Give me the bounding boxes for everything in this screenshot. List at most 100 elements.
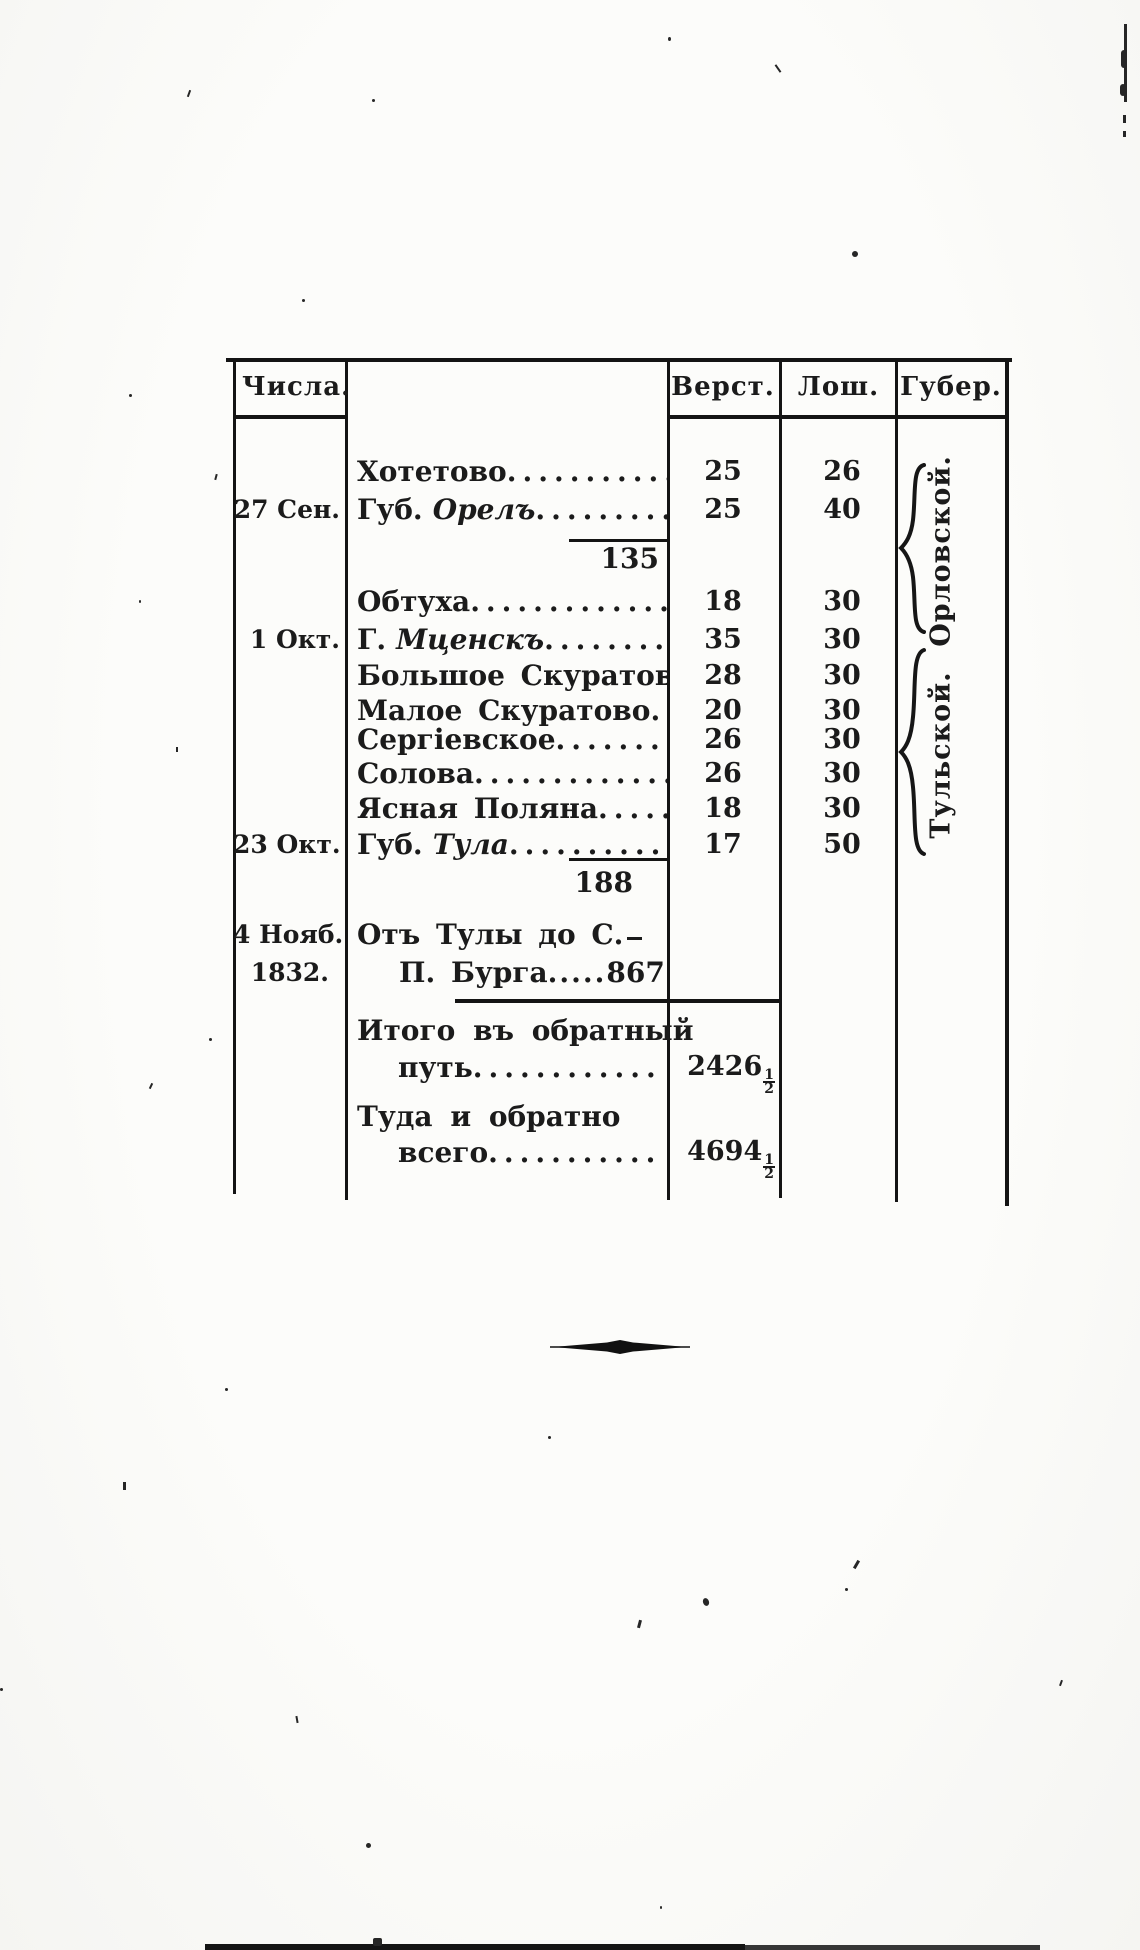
dot-leader: ........... xyxy=(508,827,667,861)
speck xyxy=(186,89,192,98)
header-dates: Числа. xyxy=(242,372,352,402)
horses-value: 30 xyxy=(823,723,861,755)
scan-artifact xyxy=(1120,84,1126,96)
horses-value: 30 xyxy=(823,694,861,726)
curly-brace xyxy=(898,648,926,856)
dot-leader: .... xyxy=(650,693,667,727)
station-name: Обтуха............... xyxy=(345,585,667,618)
dot-leader: ......... xyxy=(555,722,667,756)
station-name: Г.Мценскъ.......... xyxy=(345,623,667,656)
station-name: Хотетово............ xyxy=(345,455,667,488)
speck xyxy=(701,1597,711,1607)
speck xyxy=(225,1388,228,1391)
speck xyxy=(302,299,305,302)
header-gubernia: Губер. xyxy=(900,372,1002,402)
table-row: Большое Скуратово. 28 30 xyxy=(233,657,1007,693)
gubernia-label: Тульской. xyxy=(925,671,957,839)
speck xyxy=(637,1619,642,1629)
table-top-border xyxy=(226,358,1012,362)
subtotal-rule xyxy=(569,858,669,861)
dot-leader: ............ xyxy=(472,1051,662,1084)
speck xyxy=(372,99,375,102)
header-horses: Лош. xyxy=(797,372,880,402)
totals-rule xyxy=(455,999,781,1003)
versts-value: 25 xyxy=(704,455,742,487)
table-row: 1832. П. Бурга.....867 xyxy=(233,954,1007,990)
speck xyxy=(123,1482,126,1490)
versts-value: 18 xyxy=(704,585,742,617)
speck xyxy=(366,1843,371,1848)
horses-value: 30 xyxy=(823,792,861,824)
header-underline-right xyxy=(667,415,1009,419)
total-value: 2426 1 2 xyxy=(687,1051,775,1097)
speck xyxy=(214,473,218,481)
route-text: П. Бурга.....867 xyxy=(399,955,665,989)
column-separator-dates xyxy=(345,358,348,1200)
dot-leader: .......... xyxy=(535,492,667,526)
scan-artifact xyxy=(1123,115,1126,123)
total-value: 4694 1 2 xyxy=(687,1136,775,1182)
horses-value: 30 xyxy=(823,757,861,789)
station-name: Сергіевское......... xyxy=(345,723,667,756)
speck xyxy=(295,1715,299,1724)
dot-leader: ............ xyxy=(506,454,667,488)
route-text: Отъ Тулы до С. xyxy=(345,918,667,951)
table-left-border xyxy=(233,358,236,1194)
total-label: путь............ xyxy=(398,1051,662,1084)
scan-artifact xyxy=(373,1938,382,1946)
versts-value: 18 xyxy=(704,792,742,824)
column-separator-versts xyxy=(779,358,782,1198)
scan-artifact xyxy=(1121,50,1127,68)
column-separator-horses xyxy=(895,358,898,1202)
speck xyxy=(660,1906,662,1909)
horses-value: 40 xyxy=(823,493,861,525)
station-name: Солова.............. xyxy=(345,757,667,790)
speck xyxy=(774,64,782,73)
dot-leader: .............. xyxy=(473,756,667,790)
table-row: 1 Окт. Г.Мценскъ.......... 35 30 xyxy=(233,621,1007,657)
scan-artifact xyxy=(1123,131,1126,137)
horses-value: 50 xyxy=(823,828,861,860)
horses-value: 26 xyxy=(823,455,861,487)
speck xyxy=(852,251,858,257)
dot-leader: ........... xyxy=(488,1136,662,1169)
curly-brace xyxy=(898,463,926,634)
total-label: Туда и обратно xyxy=(357,1100,621,1133)
table-right-border xyxy=(1005,358,1009,1206)
dot-leader: .......... xyxy=(544,622,667,656)
versts-value: 20 xyxy=(704,694,742,726)
dot-leader: ........ xyxy=(598,791,667,825)
subtotal-value: 188 xyxy=(574,866,633,899)
total-label: всего........... xyxy=(398,1136,662,1169)
table-row: Обтуха............... 18 30 xyxy=(233,583,1007,619)
speck xyxy=(148,1082,154,1090)
versts-value: 35 xyxy=(704,623,742,655)
date-cell: 1832. xyxy=(250,957,329,987)
versts-value: 26 xyxy=(704,723,742,755)
station-name: Губ.Орелъ.......... xyxy=(345,493,667,526)
speck xyxy=(176,747,178,752)
table-row: Малое Скуратово.... 20 30 xyxy=(233,692,1007,728)
speck xyxy=(1059,1679,1063,1687)
speck xyxy=(139,600,141,603)
horses-value: 30 xyxy=(823,659,861,691)
station-name: Губ. Тула........... xyxy=(345,828,667,861)
versts-value: 25 xyxy=(704,493,742,525)
speck xyxy=(852,1559,861,1570)
station-name: Большое Скуратово. xyxy=(357,658,667,692)
divider-ornament xyxy=(550,1340,690,1354)
date-cell: 27 Сен. xyxy=(233,494,340,524)
table-row: Хотетово............ 25 26 xyxy=(233,453,1007,489)
speck xyxy=(668,37,671,41)
header-versts: Верст. xyxy=(671,372,775,402)
column-separator-names xyxy=(667,358,670,1200)
table-row: 4 Нояб. Отъ Тулы до С. xyxy=(233,916,1007,952)
scan-bottom-bar xyxy=(205,1944,745,1950)
speck xyxy=(845,1588,848,1591)
horses-value: 30 xyxy=(823,623,861,655)
station-name: Ясная Поляна........ xyxy=(345,792,667,825)
versts-value: 26 xyxy=(704,757,742,789)
speck xyxy=(209,1038,212,1041)
